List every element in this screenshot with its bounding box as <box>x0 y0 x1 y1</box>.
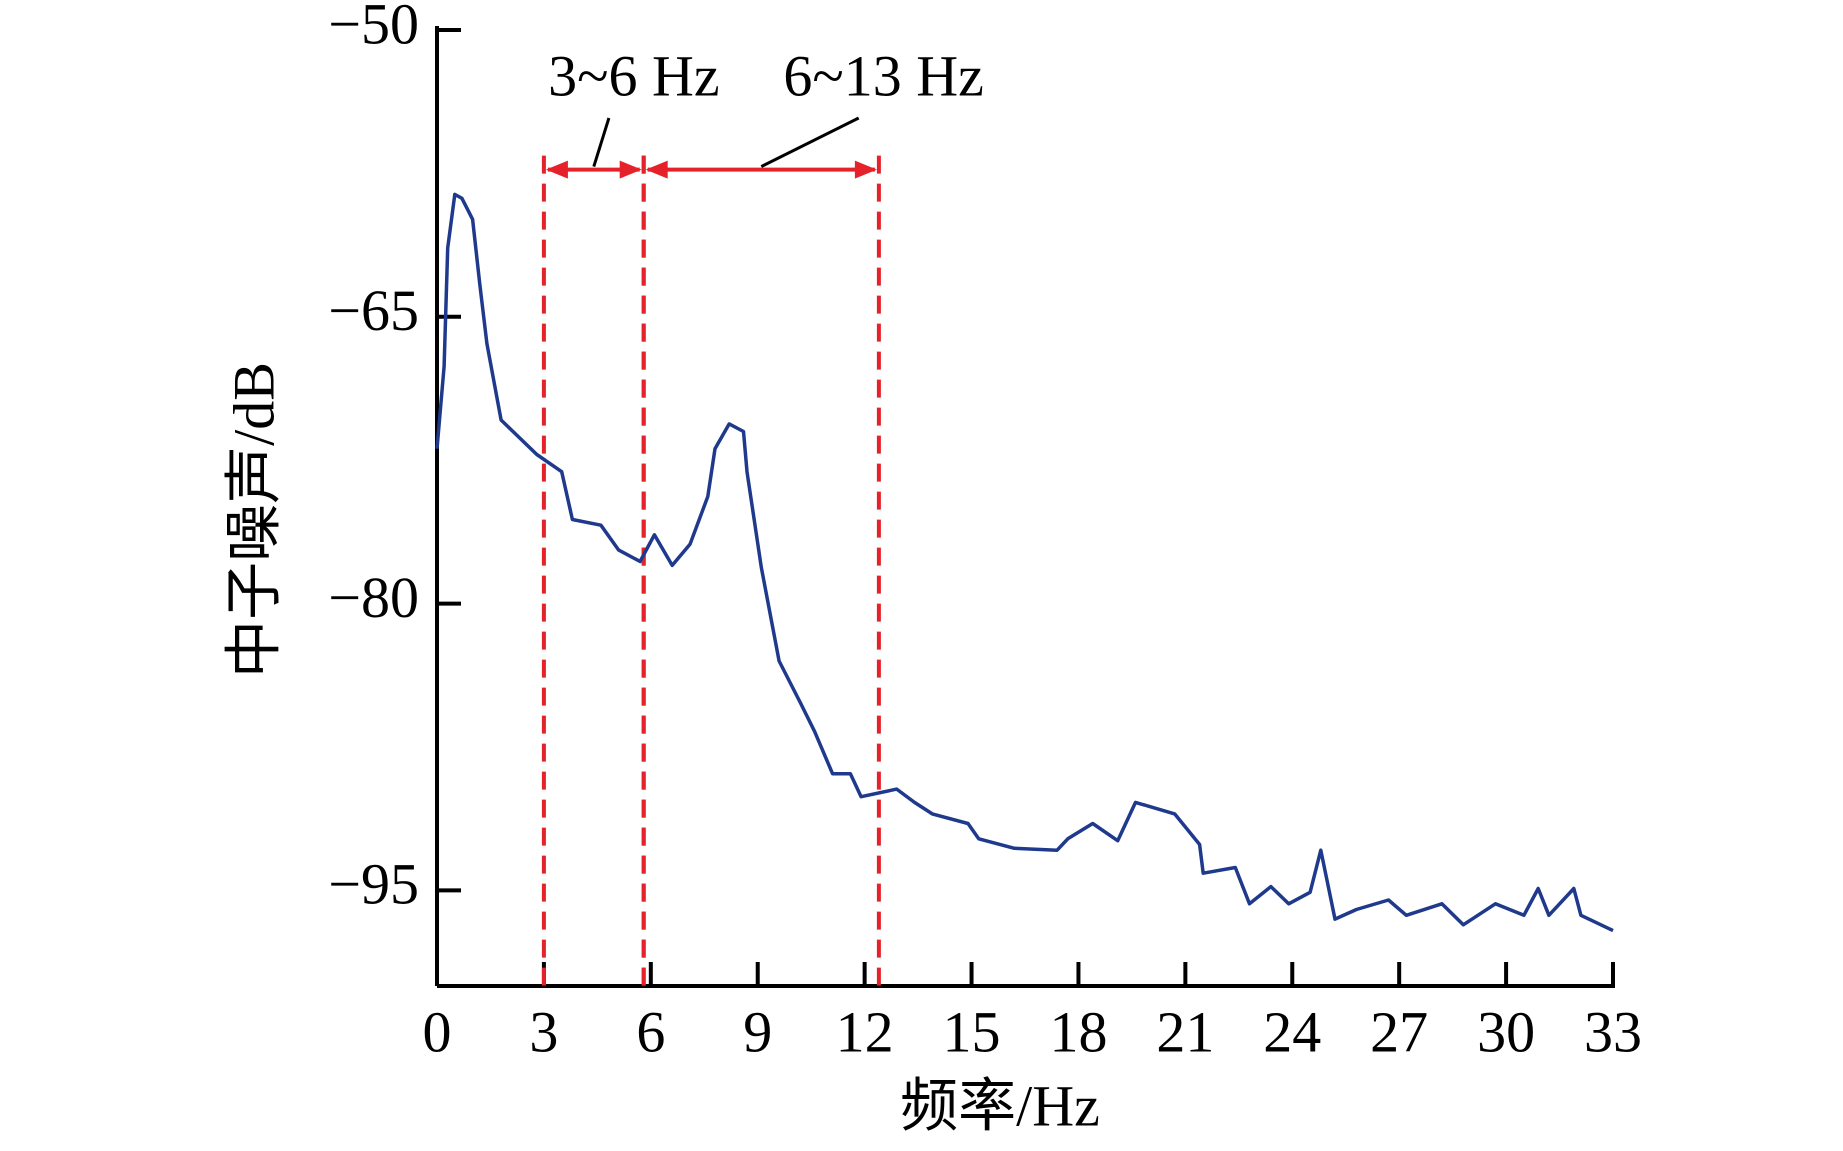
x-tick-label: 33 <box>1584 999 1642 1064</box>
leader-line <box>592 117 611 168</box>
x-tick-label: 15 <box>943 999 1001 1064</box>
x-tick-label: 18 <box>1049 999 1107 1064</box>
x-tick-label: 21 <box>1156 999 1214 1064</box>
band-label: 3~6 Hz <box>548 43 720 108</box>
x-tick-label: 12 <box>836 999 894 1064</box>
x-tick-label: 6 <box>636 999 665 1064</box>
x-tick-label: 0 <box>423 999 452 1064</box>
y-tick-label: −50 <box>328 0 419 56</box>
y-axis-label: 中子噪声/dB <box>221 362 286 678</box>
leader-line <box>760 116 860 168</box>
arrow-head <box>545 160 642 179</box>
x-axis-label: 频率/Hz <box>900 1073 1100 1138</box>
y-tick-label: −95 <box>328 852 419 917</box>
x-tick-label: 9 <box>743 999 772 1064</box>
x-tick-label: 3 <box>529 999 558 1064</box>
x-tick-label: 24 <box>1263 999 1321 1064</box>
y-tick-label: −65 <box>328 278 419 343</box>
y-tick-label: −80 <box>328 565 419 630</box>
band-label: 6~13 Hz <box>783 43 984 108</box>
x-tick-label: 30 <box>1477 999 1535 1064</box>
x-tick-label: 27 <box>1370 999 1428 1064</box>
data-line <box>435 192 1614 933</box>
